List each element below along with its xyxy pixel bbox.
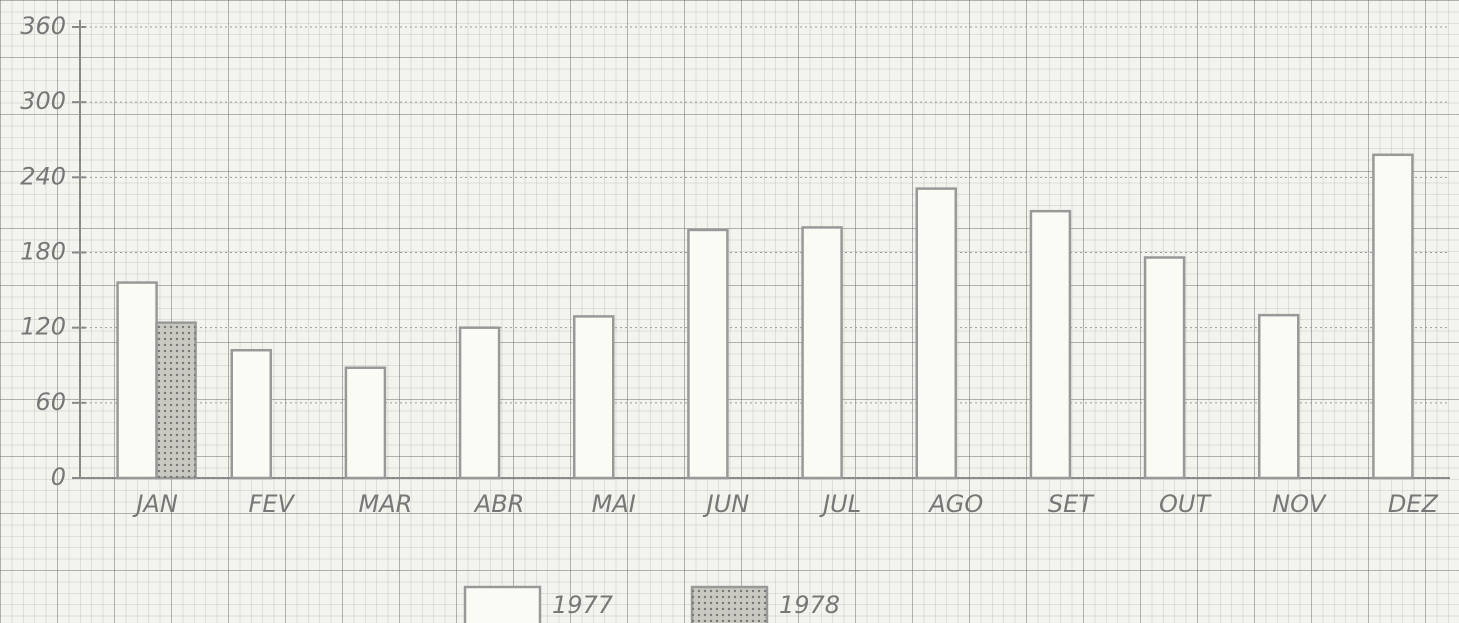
legend-swatch <box>465 587 540 623</box>
chart: 0 60 120 180 240 300 360 JAN FEV MAR ABR MAI JUN JUL A… <box>0 0 1459 623</box>
y-tick-label: 0 <box>51 463 66 491</box>
bar <box>803 227 842 478</box>
y-tick-label: 120 <box>20 313 66 341</box>
x-tick-label: OUT <box>1159 490 1212 518</box>
bar-texture <box>157 323 196 478</box>
x-tick-label: NOV <box>1272 490 1327 518</box>
x-tick-label: JUL <box>819 490 861 518</box>
bar <box>232 350 271 478</box>
y-tick-label: 60 <box>35 388 66 416</box>
x-tick-label: SET <box>1048 490 1095 518</box>
page: 0 60 120 180 240 300 360 JAN FEV MAR ABR MAI JUN JUL A… <box>0 0 1459 623</box>
bar <box>917 189 956 478</box>
bar <box>460 328 499 478</box>
x-tick-label: FEV <box>249 490 296 518</box>
bar <box>574 316 613 478</box>
x-tick-label: ABR <box>473 490 525 518</box>
y-tick-label: 180 <box>20 238 66 266</box>
x-tick-label: MAI <box>592 490 636 518</box>
x-tick-label: JUN <box>703 490 750 518</box>
legend-label: 1978 <box>779 591 840 619</box>
x-tick-label: DEZ <box>1388 490 1439 518</box>
bar <box>688 230 727 478</box>
legend-label: 1977 <box>552 591 614 619</box>
x-tick-label: MAR <box>359 490 413 518</box>
legend-texture <box>692 587 767 623</box>
y-tick-label: 360 <box>20 12 66 40</box>
x-tick-label: AGO <box>927 490 983 518</box>
y-tick-label: 240 <box>20 162 66 190</box>
x-tick-label: JAN <box>132 490 177 518</box>
bar <box>118 283 157 478</box>
bar <box>1145 258 1184 478</box>
bar <box>1259 315 1298 478</box>
bar <box>346 368 385 478</box>
y-tick-label: 300 <box>20 87 66 115</box>
bar <box>1373 155 1412 478</box>
bar <box>1031 211 1070 478</box>
